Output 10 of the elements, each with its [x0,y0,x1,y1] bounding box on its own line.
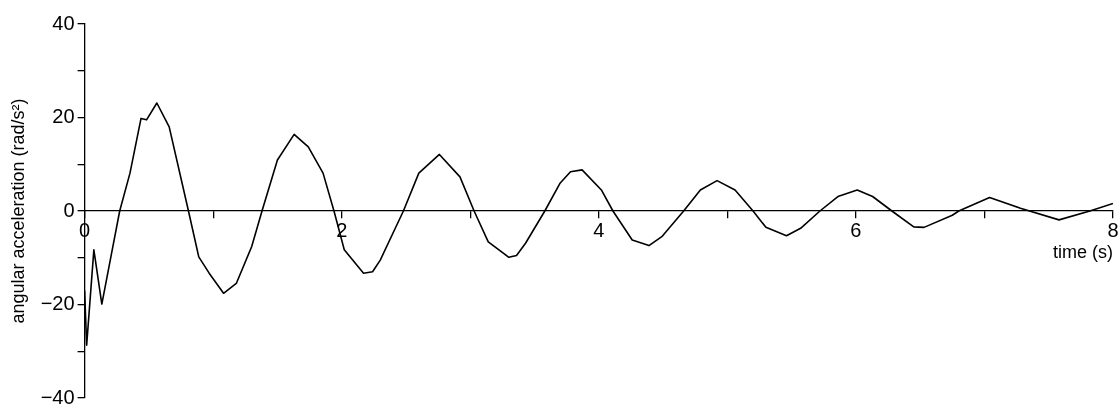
y-tick-label: 40 [52,11,75,34]
y-tick-label: −20 [40,292,75,315]
x-axis-title: time (s) [1053,241,1113,262]
x-tick-label: 6 [850,218,862,241]
y-tick-label: 0 [63,198,75,221]
y-axis-title: angular acceleration (rad/s²) [7,98,28,324]
x-tick-label: 4 [593,218,605,241]
y-tick-label: −40 [40,385,75,408]
x-tick-label: 8 [1107,218,1119,241]
y-tick-label: 20 [52,105,75,128]
